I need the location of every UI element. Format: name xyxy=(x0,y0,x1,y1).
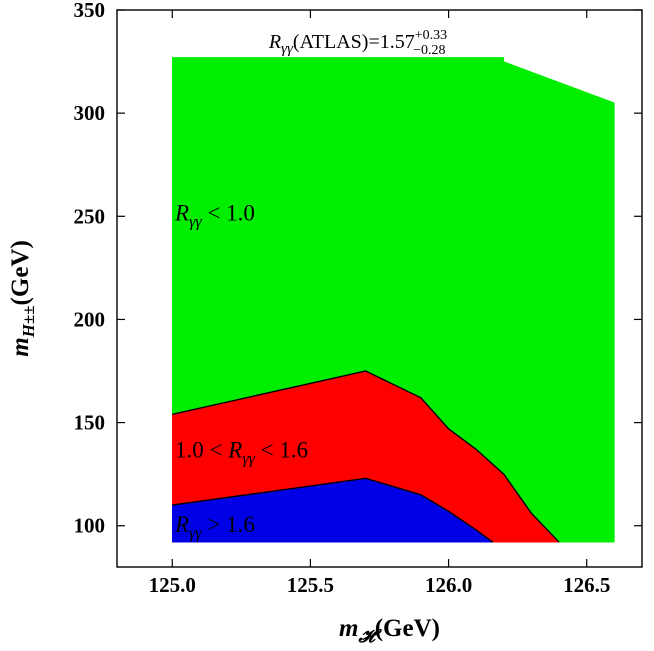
blue-region-label: Rγγ > 1.6 xyxy=(174,512,255,542)
blue-region-boundary xyxy=(172,477,494,543)
y-tick-label: 100 xyxy=(74,514,106,538)
y-tick-label: 150 xyxy=(74,411,106,435)
x-tick-label: 125.0 xyxy=(149,573,196,597)
title-r-sub: γγ xyxy=(281,41,294,57)
x-axis-label: m𝓗(GeV) xyxy=(339,615,440,646)
x-tick-label: 126.5 xyxy=(563,573,610,597)
red-region-boundary xyxy=(172,370,560,543)
axis-ticks xyxy=(117,9,642,567)
x-tick-label: 125.5 xyxy=(287,573,334,597)
title-body: (ATLAS)=1.57 xyxy=(293,31,415,53)
plot-regions xyxy=(172,57,615,543)
green-region-label: Rγγ < 1.0 xyxy=(174,200,255,230)
y-tick-label: 350 xyxy=(74,0,106,22)
y-axis-label-m: m xyxy=(7,337,34,356)
y-axis-label-unit: (GeV) xyxy=(7,240,34,305)
y-tick-label: 200 xyxy=(74,307,106,331)
title-r: R xyxy=(268,31,281,53)
plot-frame xyxy=(116,9,643,568)
title-sub: −0.28 xyxy=(413,43,445,58)
y-tick-label: 250 xyxy=(74,204,106,228)
x-axis-label-unit: (GeV) xyxy=(375,615,440,642)
y-axis-label: mH±±(GeV) xyxy=(7,240,38,357)
x-axis-label-m: m xyxy=(339,615,358,642)
red-region-label: 1.0 < Rγγ < 1.6 xyxy=(175,438,308,468)
title-sup: +0.33 xyxy=(415,28,447,43)
region-boundaries xyxy=(172,370,560,543)
x-tick-label: 126.0 xyxy=(425,573,472,597)
region-annotations: Rγγ < 1.0 1.0 < Rγγ < 1.6 Rγγ > 1.6 xyxy=(174,200,308,542)
tick-labels: 125.0 125.5 126.0 126.5 100 150 200 250 300 350 xyxy=(74,0,611,597)
y-tick-label: 300 xyxy=(74,101,106,125)
chart-title: Rγγ(ATLAS)=1.57+0.33 −0.28 xyxy=(268,28,447,58)
y-axis-label-sub: H±± xyxy=(19,305,38,338)
